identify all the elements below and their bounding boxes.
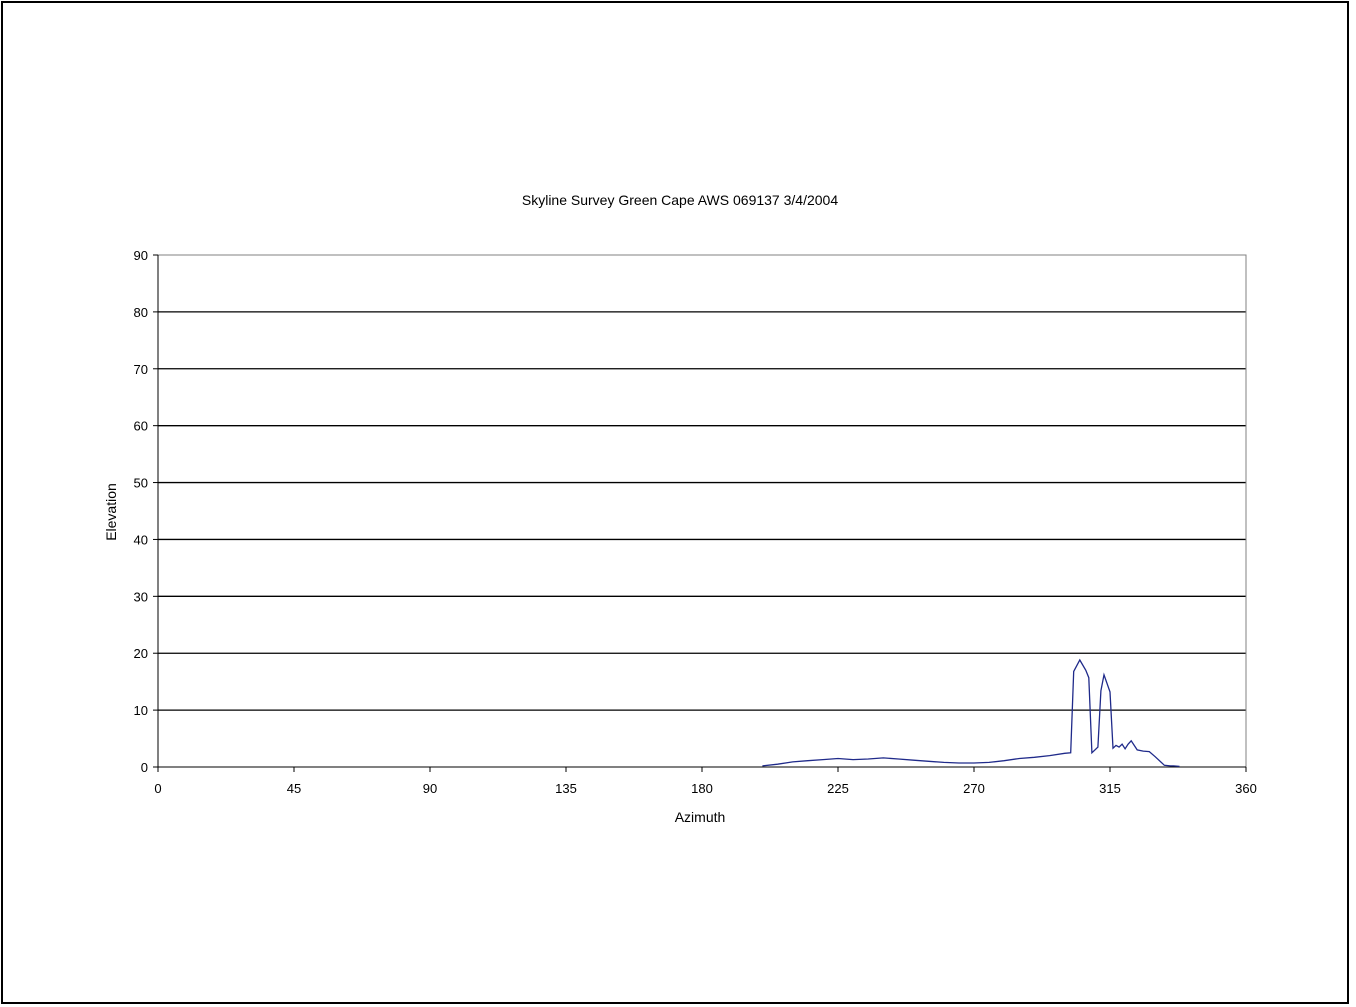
plot-area — [157, 254, 1247, 768]
y-tick-label: 70 — [134, 362, 148, 377]
x-axis-label: Azimuth — [675, 809, 726, 825]
y-tick-label: 50 — [134, 476, 148, 491]
y-tick-label: 20 — [134, 646, 148, 661]
x-axis: 0 45 90 135 180 225 270 315 360 — [154, 766, 1257, 796]
y-tick-label: 0 — [141, 760, 148, 775]
y-tick-label: 10 — [134, 703, 148, 718]
x-tick-label: 90 — [423, 781, 437, 796]
x-tick-label: 45 — [287, 781, 301, 796]
x-tick-label: 225 — [827, 781, 849, 796]
x-tick-label: 360 — [1235, 781, 1257, 796]
gridlines — [158, 311, 1246, 711]
x-tick-label: 0 — [154, 781, 161, 796]
series-line — [762, 658, 1180, 768]
y-tick-label: 90 — [134, 248, 148, 263]
y-tick-label: 60 — [134, 419, 148, 434]
x-tick-label: 315 — [1099, 781, 1121, 796]
y-axis-label: Elevation — [103, 483, 119, 541]
x-tick-label: 135 — [555, 781, 577, 796]
x-tick-label: 180 — [691, 781, 713, 796]
y-axis: 0 10 20 30 40 50 60 70 80 90 — [134, 248, 159, 775]
y-tick-label: 80 — [134, 305, 148, 320]
chart-title: Skyline Survey Green Cape AWS 069137 3/4… — [522, 192, 838, 208]
x-tick-label: 270 — [963, 781, 985, 796]
y-tick-label: 30 — [134, 589, 148, 604]
y-tick-label: 40 — [134, 532, 148, 547]
